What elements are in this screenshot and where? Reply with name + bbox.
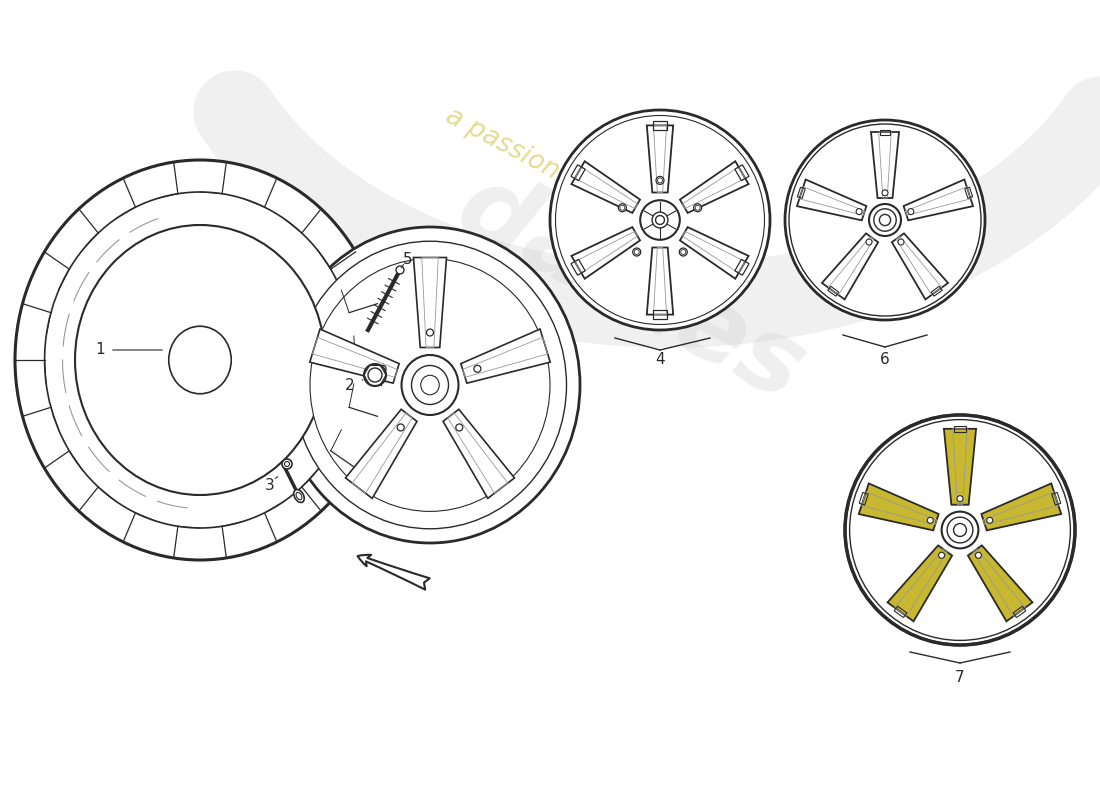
Ellipse shape	[694, 204, 702, 212]
Polygon shape	[944, 429, 976, 505]
Polygon shape	[859, 483, 938, 530]
Polygon shape	[310, 329, 399, 383]
Polygon shape	[461, 329, 550, 383]
Ellipse shape	[427, 329, 433, 336]
Ellipse shape	[294, 242, 566, 529]
Ellipse shape	[368, 368, 382, 382]
Ellipse shape	[635, 250, 639, 254]
Ellipse shape	[294, 490, 305, 502]
Ellipse shape	[987, 518, 992, 523]
Ellipse shape	[397, 424, 404, 431]
Text: 6: 6	[880, 353, 890, 367]
Ellipse shape	[845, 415, 1075, 645]
Polygon shape	[572, 162, 640, 213]
Text: 4: 4	[656, 353, 664, 367]
Ellipse shape	[869, 204, 901, 236]
Ellipse shape	[474, 366, 481, 372]
Ellipse shape	[310, 258, 550, 511]
Ellipse shape	[942, 512, 978, 549]
Ellipse shape	[280, 227, 580, 543]
Polygon shape	[903, 179, 974, 220]
Text: 5: 5	[404, 253, 412, 267]
Ellipse shape	[785, 120, 984, 320]
Polygon shape	[443, 410, 515, 498]
Text: 7: 7	[955, 670, 965, 686]
Ellipse shape	[411, 366, 449, 405]
Ellipse shape	[898, 239, 904, 245]
Ellipse shape	[364, 364, 386, 386]
Ellipse shape	[947, 517, 972, 543]
Ellipse shape	[420, 375, 439, 394]
Ellipse shape	[856, 209, 862, 214]
Ellipse shape	[618, 204, 626, 212]
Ellipse shape	[873, 209, 896, 231]
Polygon shape	[798, 179, 867, 220]
Polygon shape	[892, 234, 948, 299]
Ellipse shape	[75, 225, 324, 495]
Ellipse shape	[550, 110, 770, 330]
Ellipse shape	[652, 212, 668, 228]
Polygon shape	[871, 132, 899, 198]
Polygon shape	[822, 234, 878, 299]
Ellipse shape	[285, 462, 289, 466]
Ellipse shape	[640, 200, 680, 240]
Ellipse shape	[45, 192, 355, 528]
Text: a passion for parts since: a passion for parts since	[441, 102, 739, 278]
Polygon shape	[647, 126, 673, 193]
Polygon shape	[414, 258, 447, 347]
Ellipse shape	[879, 214, 891, 226]
Text: dartes: dartes	[439, 157, 821, 423]
Ellipse shape	[954, 523, 967, 537]
Polygon shape	[572, 227, 640, 278]
Ellipse shape	[849, 419, 1070, 640]
Ellipse shape	[168, 326, 231, 394]
Ellipse shape	[908, 209, 914, 214]
Text: 2: 2	[345, 378, 355, 393]
Polygon shape	[680, 227, 748, 278]
Ellipse shape	[938, 552, 945, 558]
Ellipse shape	[455, 424, 463, 431]
Ellipse shape	[632, 248, 640, 256]
Ellipse shape	[866, 239, 872, 245]
Text: 3: 3	[265, 478, 275, 493]
Ellipse shape	[656, 176, 664, 184]
Ellipse shape	[789, 124, 981, 316]
Ellipse shape	[957, 496, 962, 502]
Polygon shape	[888, 546, 953, 622]
Ellipse shape	[658, 178, 662, 183]
Ellipse shape	[556, 115, 764, 325]
Ellipse shape	[402, 355, 459, 415]
Ellipse shape	[680, 248, 688, 256]
Polygon shape	[345, 410, 417, 498]
Ellipse shape	[619, 206, 625, 210]
Ellipse shape	[379, 366, 386, 372]
Ellipse shape	[695, 206, 701, 210]
Ellipse shape	[882, 190, 888, 196]
Polygon shape	[680, 162, 748, 213]
Polygon shape	[981, 483, 1062, 530]
Polygon shape	[968, 546, 1033, 622]
Ellipse shape	[396, 266, 404, 274]
Text: 1: 1	[96, 342, 104, 358]
Ellipse shape	[927, 518, 933, 523]
Ellipse shape	[656, 215, 664, 225]
Polygon shape	[647, 247, 673, 314]
Ellipse shape	[15, 160, 385, 560]
Ellipse shape	[976, 552, 981, 558]
Ellipse shape	[282, 459, 292, 469]
Ellipse shape	[681, 250, 685, 254]
